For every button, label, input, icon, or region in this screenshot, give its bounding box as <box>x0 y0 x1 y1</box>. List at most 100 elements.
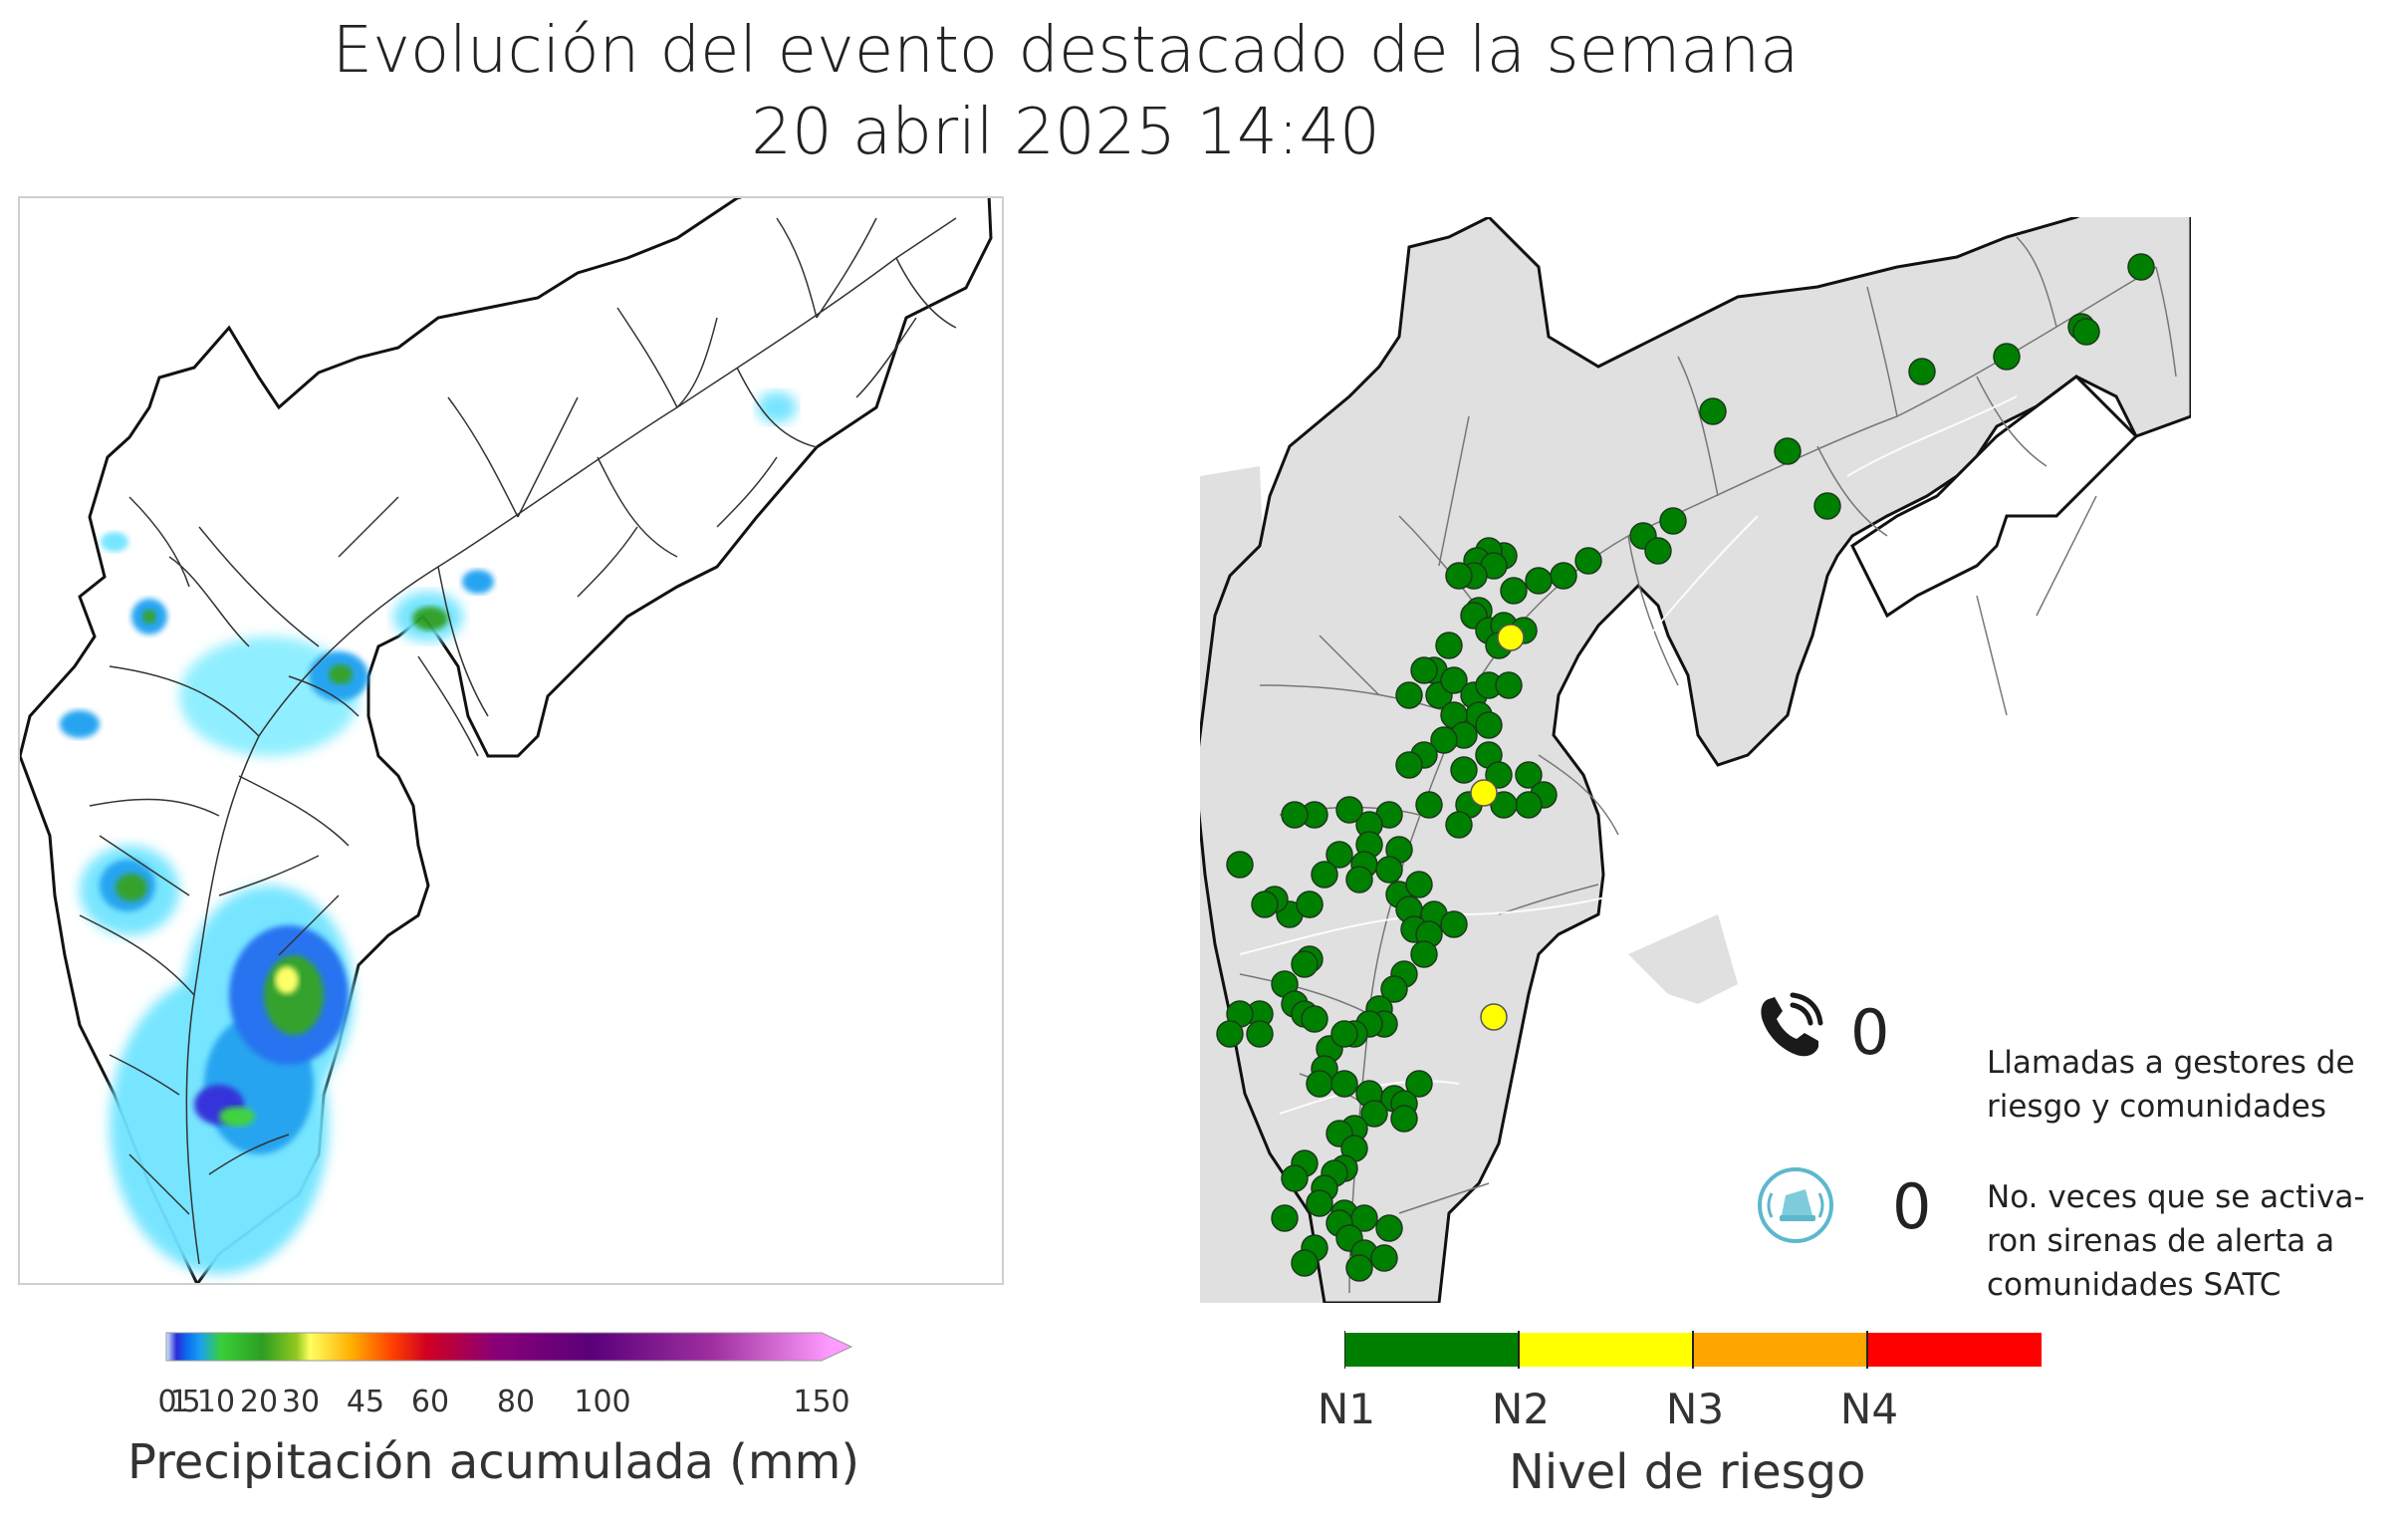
risk-color-n2 <box>1519 1333 1693 1367</box>
colorbar-tick: 60 <box>410 1385 450 1419</box>
station-marker-n1 <box>2127 253 2155 281</box>
risk-level-label: N3 <box>1665 1385 1725 1433</box>
precipitation-map <box>18 196 1004 1285</box>
station-marker-n1 <box>1325 841 1353 869</box>
risk-level-label: N2 <box>1491 1385 1551 1433</box>
station-marker-n1 <box>1360 1100 1388 1128</box>
colorbar-tick: 10 <box>196 1385 236 1419</box>
station-marker-n1 <box>1405 1070 1433 1098</box>
station-marker-n1 <box>1440 910 1468 938</box>
station-marker-n1 <box>1296 890 1324 918</box>
station-marker-n1 <box>1306 1189 1333 1217</box>
page-datetime: 20 abril 2025 14:40 <box>751 96 1380 169</box>
station-marker-n1 <box>1908 358 1936 385</box>
station-marker-n1 <box>1515 791 1543 819</box>
station-marker-n1 <box>1475 711 1503 739</box>
station-marker-n1 <box>1500 577 1528 605</box>
station-marker-n1 <box>1699 397 1727 425</box>
river-network <box>79 217 957 1265</box>
station-marker-n1 <box>1659 507 1687 535</box>
colorbar-tick: 45 <box>346 1385 385 1419</box>
station-marker-n1 <box>1345 866 1373 893</box>
station-marker-n1 <box>1993 343 2021 371</box>
station-marker-n1 <box>1440 666 1468 694</box>
station-marker-n1 <box>1435 632 1463 659</box>
risk-level-map <box>1200 217 2191 1303</box>
colorbar-tick: 80 <box>496 1385 536 1419</box>
calls-count: 0 <box>1850 996 1890 1069</box>
colorbar-tick: 20 <box>239 1385 279 1419</box>
station-marker-n1 <box>1410 656 1438 684</box>
sirens-text-line: No. veces que se activa- <box>1987 1179 2365 1215</box>
station-markers <box>1216 253 2155 1282</box>
sirens-count: 0 <box>1892 1170 1932 1243</box>
station-marker-n1 <box>1271 1204 1299 1232</box>
station-marker-n1 <box>1251 890 1279 918</box>
station-marker-n1 <box>1380 975 1408 1003</box>
station-marker-n1 <box>1445 562 1473 590</box>
siren-icon <box>1756 1165 1835 1245</box>
station-marker-n1 <box>1226 851 1254 879</box>
station-marker-n1 <box>1490 791 1518 819</box>
station-marker-n1 <box>1405 871 1433 898</box>
sirens-text-line: comunidades SATC <box>1987 1267 2282 1303</box>
station-marker-n1 <box>2072 318 2100 346</box>
colorbar-tick: 5 <box>181 1385 201 1419</box>
station-marker-n1 <box>1301 1005 1328 1033</box>
colorbar-tick: 1 <box>169 1385 189 1419</box>
station-marker-n1 <box>1813 492 1841 520</box>
station-marker-n1 <box>1390 1105 1418 1133</box>
station-marker-n1 <box>1644 537 1672 565</box>
station-marker-n1 <box>1450 756 1478 784</box>
station-marker-n2 <box>1470 779 1498 807</box>
station-marker-n1 <box>1430 726 1458 754</box>
station-marker-n1 <box>1345 1254 1373 1282</box>
station-marker-n1 <box>1495 671 1523 699</box>
calls-text-line: riesgo y comunidades <box>1987 1089 2326 1125</box>
station-marker-n1 <box>1335 796 1363 824</box>
precipitation-gradient-bar <box>165 1332 853 1362</box>
station-marker-n1 <box>1395 681 1423 709</box>
station-marker-n1 <box>1330 1020 1358 1048</box>
station-marker-n1 <box>1306 1070 1333 1098</box>
basin-outline <box>1200 217 2191 1303</box>
colorbar-tick: 30 <box>281 1385 321 1419</box>
station-marker-n1 <box>1216 1020 1244 1048</box>
station-marker-n1 <box>1395 751 1423 779</box>
station-marker-n1 <box>1375 856 1403 884</box>
station-marker-n1 <box>1515 761 1543 789</box>
station-marker-n1 <box>1525 567 1553 595</box>
colorbar-tick: 100 <box>574 1385 631 1419</box>
sirens-text-line: ron sirenas de alerta a <box>1987 1223 2335 1259</box>
station-marker-n2 <box>1480 1003 1508 1031</box>
station-marker-n1 <box>1330 1070 1358 1098</box>
station-marker-n1 <box>1281 1164 1309 1192</box>
phone-icon <box>1755 991 1824 1061</box>
colorbar-tick: 0 <box>157 1385 177 1419</box>
station-marker-n1 <box>1375 1214 1403 1242</box>
precipitation-colorbar: 0 1 5 10 20 30 45 60 80 100 150 <box>157 1325 871 1424</box>
river-network <box>1239 236 2177 1294</box>
station-marker-n1 <box>1311 861 1338 889</box>
colorbar-tick: 150 <box>793 1385 850 1419</box>
precipitation-colorbar-label: Precipitación acumulada (mm) <box>127 1434 860 1490</box>
sirens-description: No. veces que se activa- ron sirenas de … <box>1987 1175 2405 1307</box>
risk-level-label: N4 <box>1839 1385 1899 1433</box>
station-marker-n1 <box>1410 940 1438 968</box>
station-marker-n1 <box>1485 761 1513 789</box>
station-marker-n2 <box>1497 624 1525 651</box>
station-marker-n1 <box>1246 1020 1274 1048</box>
station-marker-n1 <box>1281 801 1309 829</box>
station-marker-n1 <box>1370 1244 1398 1272</box>
risk-level-colorbar <box>1344 1329 2042 1379</box>
station-marker-n1 <box>1445 811 1473 839</box>
risk-color-n1 <box>1344 1333 1519 1367</box>
station-marker-n1 <box>1291 950 1319 978</box>
page-title: Evolución del evento destacado de la sem… <box>332 14 1800 88</box>
station-marker-n1 <box>1550 562 1577 590</box>
risk-color-n3 <box>1693 1333 1867 1367</box>
risk-color-n4 <box>1867 1333 2042 1367</box>
station-marker-n1 <box>1415 791 1443 819</box>
calls-description: Llamadas a gestores de riesgo y comunida… <box>1987 1041 2405 1129</box>
risk-colorbar-label: Nivel de riesgo <box>1509 1444 1866 1500</box>
